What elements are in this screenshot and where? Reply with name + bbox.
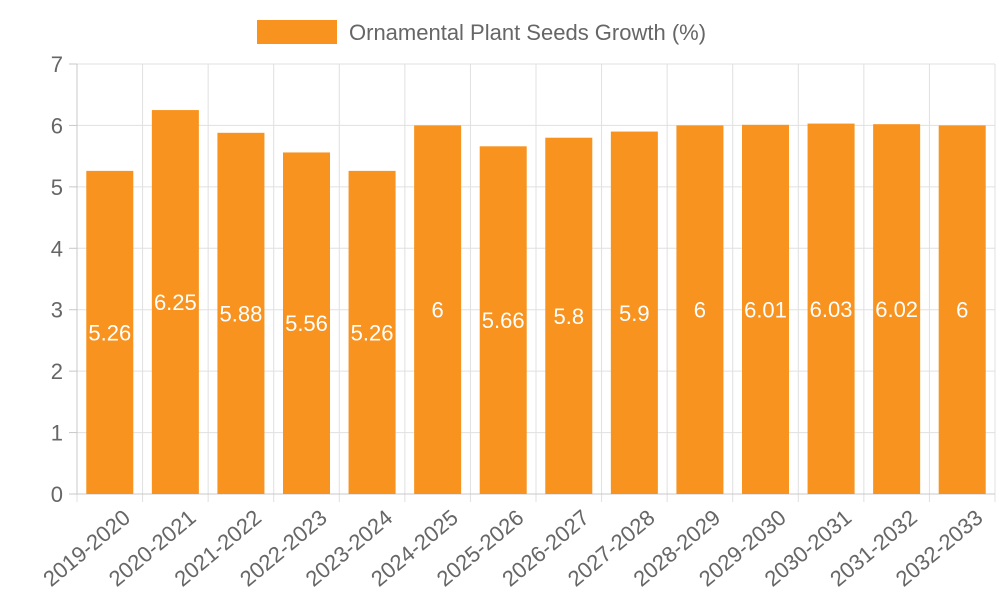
y-tick-label: 5 [51, 175, 63, 200]
bar-value-label: 6.25 [154, 290, 197, 315]
bar-2026-2027[interactable] [545, 137, 593, 494]
bar-value-label: 5.88 [220, 301, 263, 326]
bar-2032-2033[interactable] [938, 125, 986, 494]
gridlines [76, 63, 996, 502]
bar-2022-2023[interactable] [283, 152, 330, 494]
legend[interactable]: Ornamental Plant Seeds Growth (%) [257, 20, 706, 45]
bar-value-label: 6 [956, 298, 968, 323]
bar-2031-2032[interactable] [873, 124, 921, 494]
bars [86, 110, 986, 495]
y-tick-label: 0 [51, 482, 63, 507]
y-tick-label: 2 [51, 359, 63, 384]
bar-2020-2021[interactable] [151, 110, 199, 495]
bar-value-label: 5.26 [351, 320, 394, 345]
bar-value-label: 6 [432, 298, 444, 323]
bar-value-label: 6.03 [810, 297, 853, 322]
x-axis-ticks: 2019-20202020-20212021-20222022-20232023… [38, 505, 987, 592]
bar-value-label: 6.02 [875, 297, 918, 322]
legend-swatch[interactable] [257, 20, 337, 44]
y-tick-label: 7 [51, 52, 63, 77]
bar-labels: 5.26 6.25 5.88 5.56 5.26 6 5.66 5.8 5.9 6 6.01 6.03… [88, 290, 968, 345]
bar-value-label: 5.8 [553, 304, 584, 329]
y-tick-label: 3 [51, 298, 63, 323]
bar-2029-2030[interactable] [742, 124, 789, 495]
bar-2027-2028[interactable] [610, 131, 658, 495]
y-tick-label: 6 [51, 113, 63, 138]
y-tick-label: 1 [51, 421, 63, 446]
bar-2030-2031[interactable] [807, 123, 855, 494]
legend-label[interactable]: Ornamental Plant Seeds Growth (%) [349, 20, 706, 45]
bar-2019-2020[interactable] [86, 170, 134, 494]
bar-2025-2026[interactable] [479, 146, 527, 495]
y-axis-ticks: 0 1 2 3 4 5 6 7 [51, 52, 77, 507]
bar-value-label: 5.66 [482, 308, 525, 333]
bar-2024-2025[interactable] [414, 125, 462, 494]
bar-value-label: 5.56 [285, 311, 328, 336]
bar-value-label: 6.01 [744, 297, 787, 322]
y-tick-label: 4 [51, 236, 63, 261]
bar-2021-2022[interactable] [217, 132, 265, 495]
bar-value-label: 5.26 [88, 320, 131, 345]
bar-2023-2024[interactable] [348, 170, 396, 494]
bar-value-label: 6 [694, 298, 706, 323]
bar-value-label: 5.9 [619, 301, 650, 326]
bar-2028-2029[interactable] [676, 125, 724, 494]
